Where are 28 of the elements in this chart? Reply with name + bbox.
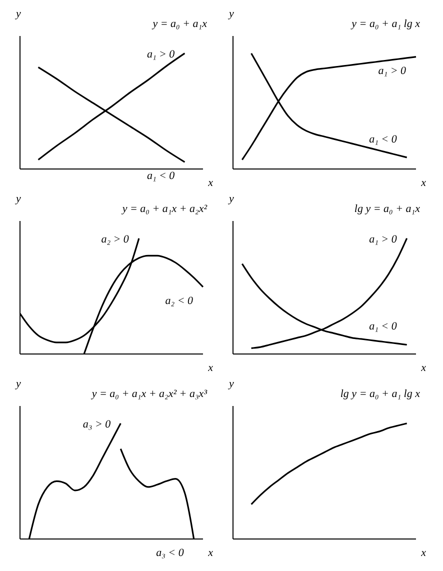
series-label: a₃ > 0 [82, 418, 112, 430]
chart-title: y = a₀ + a₁x + a₂x² [122, 203, 207, 215]
x-axis-title: x [421, 547, 426, 559]
y-axis-title: y [16, 8, 21, 20]
chart-title: y = a₀ + a₁x [152, 18, 207, 30]
series-label: a₂ < 0 [165, 294, 194, 307]
series-label: a₁ > 0 [369, 233, 398, 246]
y-axis-title: y [229, 378, 234, 390]
chart-title: y = a₀ + a₁ lg x [352, 18, 420, 30]
chart-title: lg y = a₀ + a₁ lg x [340, 388, 420, 400]
series-label: a₁ < 0 [146, 170, 176, 182]
series-label: a₁ < 0 [369, 133, 398, 146]
chart-title: lg y = a₀ + a₁x [354, 203, 420, 215]
y-axis-title: y [16, 193, 21, 205]
x-axis-title: x [208, 177, 213, 189]
series-label: a₁ > 0 [378, 64, 406, 77]
y-axis-title: y [229, 193, 234, 205]
y-axis-title: y [229, 8, 234, 20]
series-label: a₁ < 0 [369, 320, 398, 333]
chart-title: y = a₀ + a₁x + a₂x² + a₃x³ [92, 388, 207, 400]
x-axis-title: x [421, 177, 426, 189]
series-label: a₁ > 0 [146, 48, 176, 60]
y-axis-title: y [16, 378, 21, 390]
x-axis-title: x [421, 362, 426, 374]
series-label: a₃ < 0 [156, 547, 184, 559]
x-axis-title: x [208, 362, 213, 374]
x-axis-title: x [208, 547, 213, 559]
series-label: a₂ > 0 [101, 233, 130, 246]
